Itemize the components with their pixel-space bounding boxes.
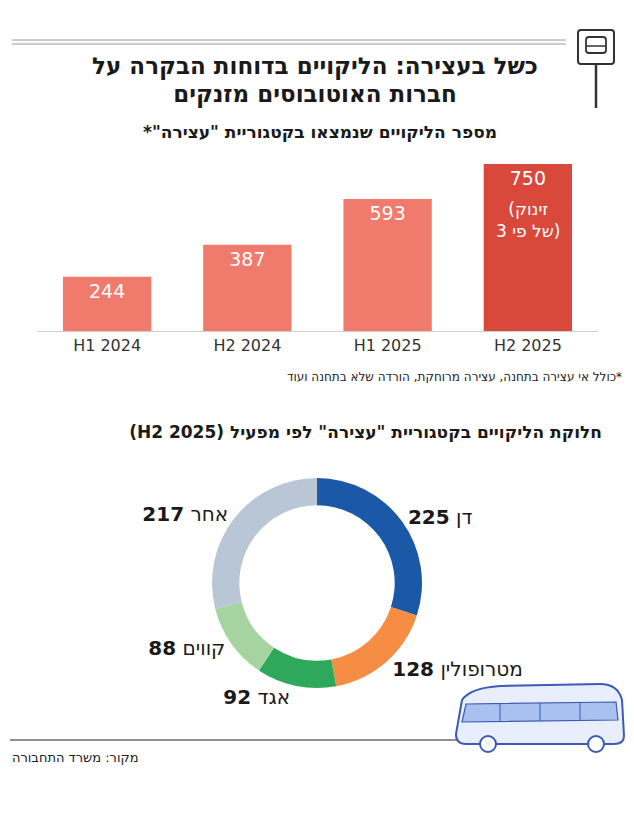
html-text:מספר הליקויים שנמצאו בקטגוריית: מספר הליקויים שנמצאו בקטגוריית "עצירה"* [143, 122, 497, 142]
html-text:מקור: משרד התחבורה: מקור: משרד התחבורה [12, 750, 139, 765]
svg-text:אחר 217: אחר 217 [142, 502, 228, 526]
svg-text:750: 750 [510, 167, 546, 189]
svg-text:אגד 92: אגד 92 [223, 685, 290, 709]
svg-text:H1 2024: H1 2024 [73, 336, 141, 355]
svg-text:קווים 88: קווים 88 [148, 636, 225, 660]
svg-text:128 מטרופולין: 128 מטרופולין [392, 657, 523, 681]
svg-text:593: 593 [369, 202, 405, 224]
svg-text:(זינוקשל פי 3): (זינוקשל פי 3) [496, 199, 560, 241]
svg-text:H2 2024: H2 2024 [213, 336, 281, 355]
html-text:חלוקת הליקויים בקטגוריית "עציר: חלוקת הליקויים בקטגוריית "עצירה" לפי מפע… [129, 422, 602, 442]
html-text:כשל בעצירה: הליקויים בדוחות הב: כשל בעצירה: הליקויים בדוחות הבקרה על חבר… [92, 53, 538, 107]
svg-text:H1 2025: H1 2025 [354, 336, 422, 355]
svg-text:225 דן: 225 דן [408, 505, 473, 529]
html-text:*כולל אי עצירה בתחנה, עצירה מר: *כולל אי עצירה בתחנה, עצירה מרוחקת, הורד… [287, 370, 622, 384]
svg-text:387: 387 [229, 248, 265, 270]
svg-text:244: 244 [89, 280, 125, 302]
svg-text:H2 2025: H2 2025 [494, 336, 562, 355]
